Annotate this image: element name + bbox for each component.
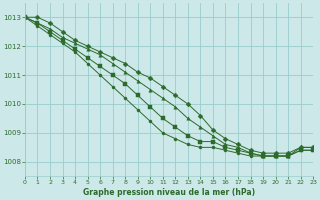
X-axis label: Graphe pression niveau de la mer (hPa): Graphe pression niveau de la mer (hPa) <box>83 188 255 197</box>
